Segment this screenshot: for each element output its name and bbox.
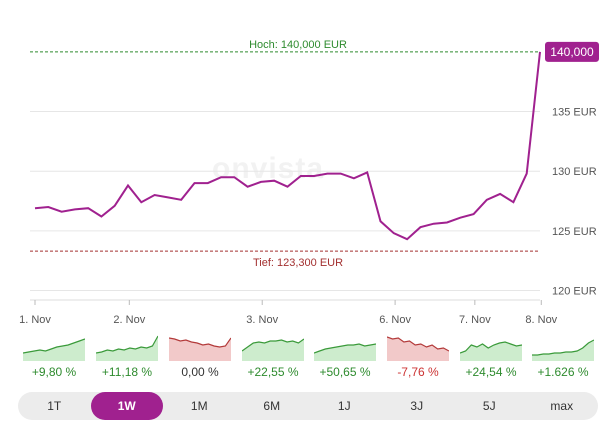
sparkline-line <box>23 338 85 354</box>
x-tick-label: 3. Nov <box>246 314 278 326</box>
price-series-line <box>34 51 541 241</box>
range-button-3j[interactable]: 3J <box>410 399 424 413</box>
sparkline-area <box>169 338 231 361</box>
y-tick-label: 125 EUR <box>552 226 597 238</box>
timeframe-selector: 1T 1W 1M 6M 1J 3J 5J max <box>18 392 598 420</box>
y-tick-label: 120 EUR <box>552 285 597 297</box>
performance-sparkline[interactable] <box>242 333 304 361</box>
sparkline-line <box>460 341 522 354</box>
last-price-badge-bg <box>545 41 599 62</box>
sparkline-line <box>242 338 304 352</box>
sparkline-area <box>96 336 158 361</box>
performance-sparkline[interactable] <box>96 333 158 361</box>
performance-value: +1.626 % <box>537 365 589 379</box>
performance-sparkline[interactable] <box>169 333 231 361</box>
sparkline-line <box>96 335 158 354</box>
x-axis: 1. Nov 2. Nov 3. Nov 6. Nov 7. Nov 8. Nov <box>19 300 558 326</box>
sparkline-line <box>169 337 231 348</box>
range-button-1w[interactable]: 1W <box>90 392 163 420</box>
x-tick-label: 8. Nov <box>525 314 557 326</box>
y-tick-label: 130 EUR <box>552 166 597 178</box>
sparkline-area <box>387 337 449 361</box>
high-label: Hoch: 140,000 EUR <box>249 39 347 51</box>
performance-sparkline[interactable] <box>314 333 376 361</box>
range-button-6m[interactable]: 6M <box>263 399 281 413</box>
y-axis: 120 EUR 125 EUR 130 EUR 135 EUR <box>552 107 597 298</box>
range-button-1m[interactable]: 1M <box>190 399 208 413</box>
x-tick-label: 7. Nov <box>459 314 491 326</box>
x-tick-label: 1. Nov <box>19 314 51 326</box>
y-tick-label: 135 EUR <box>552 107 597 119</box>
sparkline-area <box>314 344 376 361</box>
range-button-5j[interactable]: 5J <box>482 399 496 413</box>
performance-value: +11,18 % <box>101 365 153 379</box>
sparkline-line <box>387 336 449 352</box>
performance-value: +50,65 % <box>319 365 371 379</box>
sparkline-area <box>532 340 594 361</box>
last-price-value: 140,000 <box>550 45 594 59</box>
sparkline-area <box>242 339 304 361</box>
range-button-max[interactable]: max <box>550 399 574 413</box>
performance-value: 0,00 % <box>181 365 219 379</box>
low-label: Tief: 123,300 EUR <box>253 257 343 269</box>
x-tick-label: 2. Nov <box>113 314 145 326</box>
performance-sparkline[interactable] <box>23 333 85 361</box>
range-button-1j[interactable]: 1J <box>337 399 351 413</box>
sparkline-line <box>532 339 594 356</box>
x-tick-label: 6. Nov <box>379 314 411 326</box>
range-button-1t[interactable]: 1T <box>47 399 62 413</box>
performance-value: +24,54 % <box>465 365 517 379</box>
last-price-badge: 140,000 <box>545 41 599 62</box>
performance-sparkline[interactable] <box>460 333 522 361</box>
performance-value: -7,76 % <box>397 365 439 379</box>
performance-sparkline[interactable] <box>532 333 594 361</box>
watermark-logo: onvista <box>212 152 324 185</box>
performance-value: +9,80 % <box>31 365 77 379</box>
price-chart: onvista 120 EUR 125 EUR 130 EUR 135 EUR 1. … <box>19 39 599 326</box>
sparkline-line <box>314 343 376 354</box>
grid-lines <box>30 111 540 301</box>
performance-sparkline[interactable] <box>387 333 449 361</box>
performance-value: +22,55 % <box>247 365 299 379</box>
